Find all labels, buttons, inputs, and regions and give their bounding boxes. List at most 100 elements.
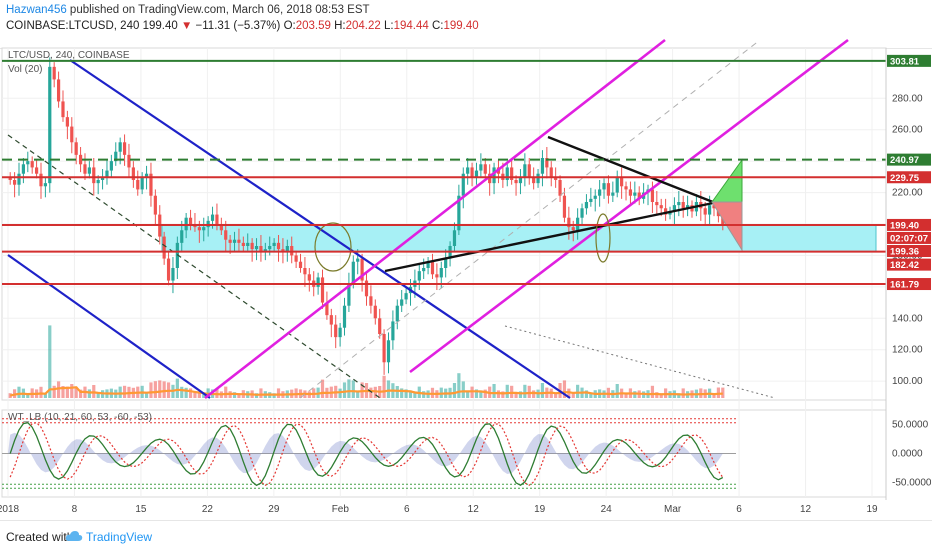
- volume-bar: [259, 388, 263, 398]
- time-axis: 2018 8 15 22 29 Feb 6 12 19 24 Mar 6 12 19: [0, 504, 878, 515]
- volume-bar: [624, 393, 628, 398]
- change-value: −11.31 (−5.37%): [195, 20, 281, 32]
- candle-body: [430, 261, 435, 275]
- volume-bar: [400, 388, 404, 398]
- candle-body: [105, 170, 109, 177]
- oscillator-tick-label: 50.0000: [892, 420, 929, 431]
- candle-body: [224, 230, 228, 240]
- price-label-text: 229.75: [890, 173, 920, 184]
- volume-bar: [589, 393, 593, 398]
- candle-body: [492, 167, 496, 184]
- candle-body: [602, 183, 606, 190]
- low-label: L:: [384, 20, 394, 32]
- volume-bar: [505, 384, 509, 398]
- candle-body: [250, 242, 254, 250]
- volume-bar: [342, 382, 347, 398]
- candle-body: [74, 142, 78, 155]
- candle-body: [549, 167, 553, 177]
- candle-body: [92, 167, 96, 184]
- candle-body: [122, 142, 127, 155]
- resistance-trendline: [547, 135, 719, 206]
- candle-body: [580, 208, 584, 218]
- tradingview-brand-link[interactable]: TradingView: [86, 530, 153, 544]
- open-value: 203.59: [295, 20, 331, 32]
- candle-body: [554, 176, 558, 180]
- volume-bar: [721, 387, 725, 398]
- oscillator-lines: [2, 418, 736, 489]
- candle-body: [65, 117, 69, 127]
- candle-body: [136, 180, 140, 190]
- time-tick-label: 19: [866, 504, 878, 515]
- volume-bar: [615, 384, 619, 398]
- volume-bar: [523, 384, 527, 398]
- volume-bar: [404, 389, 408, 398]
- candle-body: [558, 180, 562, 196]
- candle-body: [356, 258, 360, 262]
- volume-bar: [122, 385, 127, 398]
- candle-body: [703, 208, 707, 215]
- candle-body: [483, 164, 487, 174]
- price-label-text: 182.42: [890, 260, 919, 271]
- price-tick-label: 140.00: [892, 313, 923, 324]
- candle-body: [461, 173, 465, 196]
- candle-body: [457, 195, 461, 231]
- candle-body: [202, 227, 206, 231]
- volume-bar: [492, 384, 496, 398]
- candle-body: [571, 227, 575, 231]
- volume-bar: [540, 383, 545, 398]
- price-label-box: [887, 171, 931, 184]
- footer: Created with TradingView: [0, 520, 932, 551]
- volume-bar: [162, 381, 166, 398]
- change-down-icon: ▼: [180, 20, 193, 32]
- candle-body: [395, 305, 399, 322]
- candle-body: [272, 242, 276, 246]
- candle-body: [391, 321, 395, 341]
- price-label-box: [887, 231, 931, 244]
- candle-body: [215, 214, 219, 224]
- symbol-label: COINBASE:LTCUSD, 240: [6, 20, 140, 32]
- down-channel-upper: [69, 59, 571, 399]
- oscillator-tick-label: -50.0000: [892, 478, 932, 489]
- candle-body: [659, 205, 663, 209]
- candle-body: [43, 183, 47, 187]
- volume-bar: [118, 386, 122, 398]
- volume-bar: [70, 384, 74, 398]
- candle-body: [540, 158, 545, 174]
- candle-body: [246, 242, 250, 246]
- candle-body: [8, 176, 12, 180]
- horizontal-levels: [2, 59, 886, 286]
- author-link[interactable]: Hazwan456: [6, 4, 67, 16]
- created-with-text: Created with: [6, 530, 74, 544]
- candle-body: [56, 79, 61, 102]
- time-tick-label: 29: [268, 504, 280, 515]
- volume-bar: [8, 393, 12, 398]
- candle-body: [364, 280, 369, 297]
- price-labels: 303.81 240.97 229.75 199.40 02:07:07 199.36 18…: [887, 54, 931, 291]
- volume-bar: [527, 385, 531, 398]
- price-tick-label: 120.00: [892, 345, 923, 356]
- volume-bar: [56, 381, 61, 398]
- candle-body: [307, 274, 311, 281]
- volume-bar: [677, 393, 681, 398]
- price-chart[interactable]: 100.00120.00140.00160.00180.00200.00220.…: [0, 0, 932, 520]
- candle-body: [620, 176, 624, 187]
- volume-bar: [197, 392, 201, 398]
- volume-bar: [650, 385, 655, 398]
- candle-body: [166, 258, 171, 281]
- oscillator-tick-label: 0.0000: [892, 449, 923, 460]
- candle-body: [259, 246, 263, 253]
- down-channel-lower: [7, 254, 211, 399]
- candle-body: [444, 258, 448, 268]
- volume-bar: [87, 389, 91, 398]
- candle-body: [118, 142, 122, 152]
- volume-bar: [158, 380, 162, 398]
- candle-body: [439, 268, 443, 278]
- volume-bar: [452, 383, 457, 398]
- candle-body: [180, 230, 184, 243]
- support-zone-rect: [161, 224, 877, 253]
- time-tick-label: 6: [404, 504, 410, 515]
- volume-bar: [144, 392, 149, 398]
- volume-bar: [237, 393, 241, 398]
- time-tick-label: 2018: [0, 504, 20, 515]
- candle-body: [87, 167, 91, 174]
